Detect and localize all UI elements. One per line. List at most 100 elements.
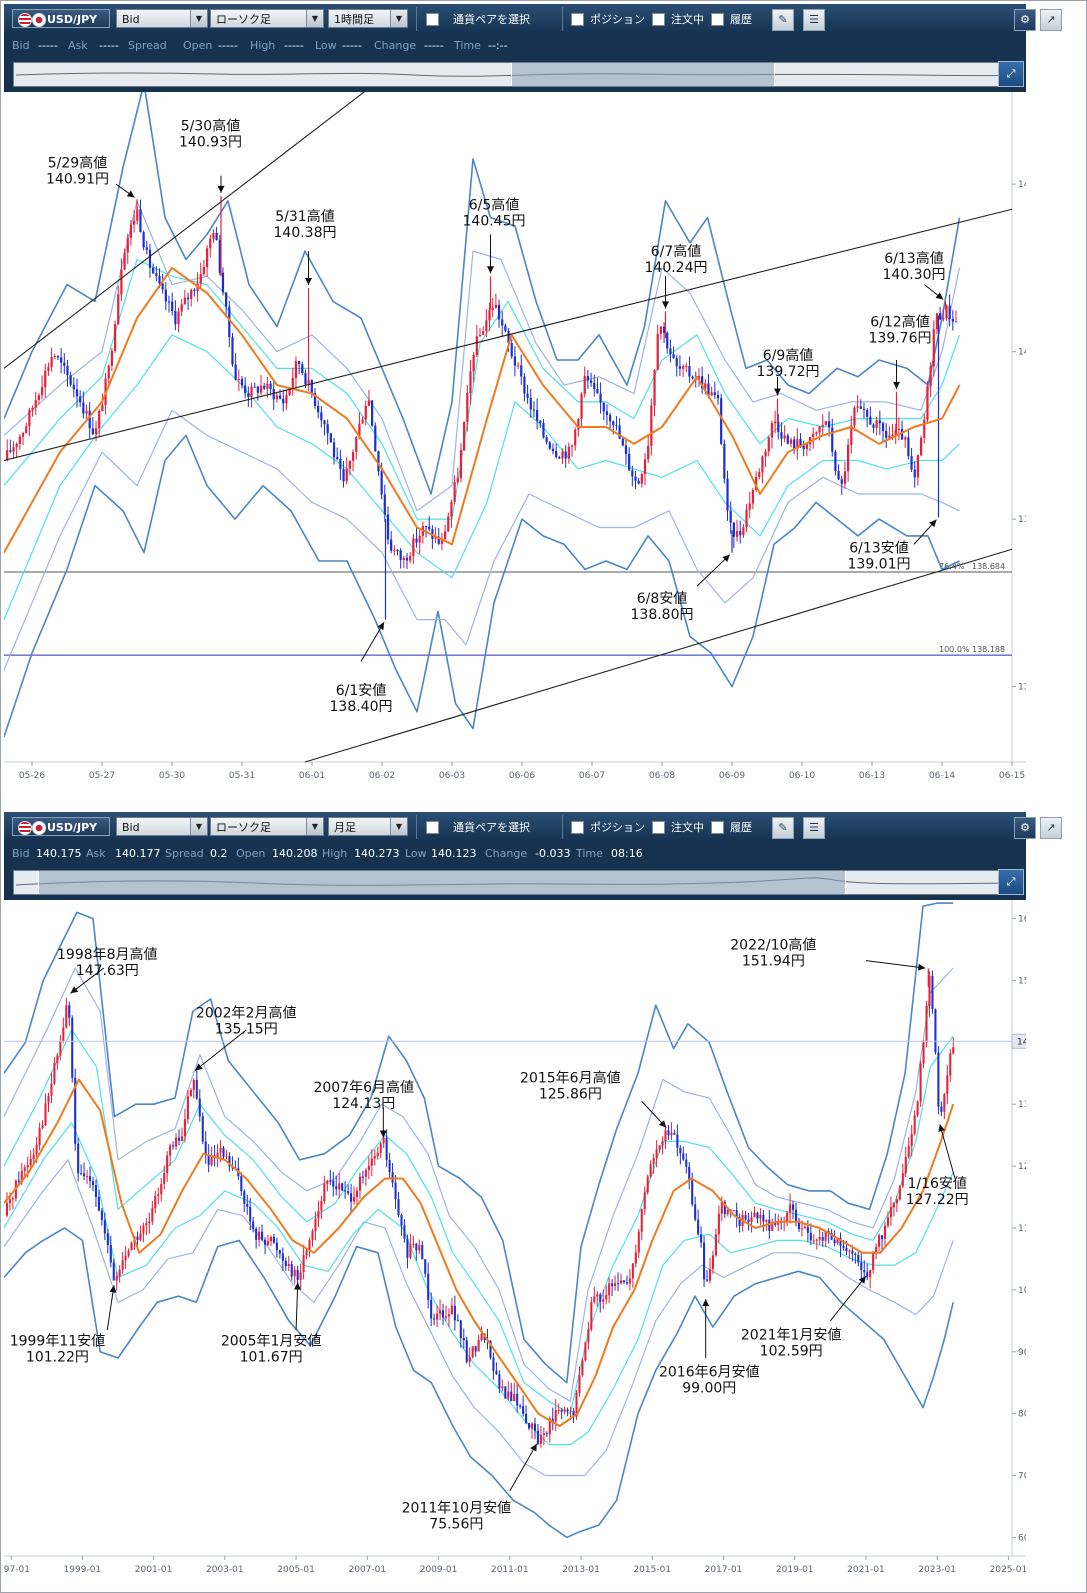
high-value: ----- (284, 39, 304, 52)
chart-type-select[interactable]: ローソク足 ▼ (210, 817, 324, 836)
candle-body (17, 1180, 20, 1183)
bollinger-inner-upper (4, 1029, 954, 1415)
position-checkbox[interactable] (571, 13, 584, 26)
candle-body (710, 392, 713, 396)
candle-body (650, 405, 653, 446)
candle-body (735, 1210, 738, 1218)
draw-tool-button[interactable]: ✎ (772, 9, 794, 31)
candle-body (536, 1430, 539, 1444)
candle-body (204, 1141, 207, 1155)
open-value: ----- (218, 39, 238, 52)
candle-body (542, 422, 545, 438)
candle-body (885, 430, 888, 438)
period-select[interactable]: 月足 ▼ (328, 817, 408, 836)
candle-body (900, 428, 904, 440)
hourly-candlestick-chart[interactable]: 138.000 139.000 140.000 141.000 05-26 05-27 05… (4, 92, 1026, 792)
candle-body (726, 478, 729, 511)
arrow-head-icon (109, 1285, 117, 1293)
toolbar-divider (562, 7, 563, 31)
orders-checkbox[interactable] (652, 13, 665, 26)
candle-body (88, 410, 91, 429)
candle-body (453, 1305, 456, 1321)
candle-body (326, 1180, 329, 1184)
range-navigator: ⤢ (4, 58, 1026, 92)
candle-body (20, 1171, 23, 1183)
candle-body (5, 1203, 9, 1216)
candle-body (637, 1231, 640, 1253)
orders-checkbox[interactable] (652, 821, 665, 834)
candle-body (118, 1269, 121, 1277)
expand-icon[interactable]: ⤢ (998, 869, 1024, 895)
arrow-head-icon (294, 1282, 301, 1290)
candle-body (198, 1098, 201, 1117)
candle-body (326, 424, 329, 434)
candle-body (904, 437, 907, 440)
history-checkbox[interactable] (711, 13, 724, 26)
select-pair-checkbox[interactable] (426, 13, 439, 26)
price-type-select[interactable]: Bid ▼ (116, 9, 208, 28)
candle-body (940, 1106, 943, 1112)
monthly-candlestick-chart[interactable]: 60.000 70.000 80.000 90.000 100.000 110.000 12… (4, 900, 1026, 1583)
candle-body (542, 1433, 545, 1435)
candle-body (219, 1148, 222, 1153)
range-navigator-window[interactable] (38, 871, 847, 894)
candle-body (558, 457, 561, 459)
candle-body (815, 1239, 818, 1241)
candle-body (12, 447, 15, 452)
range-navigator-window[interactable] (511, 63, 776, 86)
chart-type-select[interactable]: ローソク足 ▼ (210, 9, 324, 28)
candle-body (263, 385, 266, 389)
candle-body (23, 1167, 26, 1172)
history-checkbox[interactable] (711, 821, 724, 834)
position-checkbox[interactable] (571, 821, 584, 834)
candle-body (86, 1176, 89, 1178)
candle-body (628, 453, 631, 471)
candle-body (666, 332, 669, 349)
range-navigator-track[interactable] (13, 870, 1018, 895)
candle-body (551, 448, 555, 452)
candle-body (937, 1052, 940, 1107)
indicator-list-button[interactable]: ☰ (803, 9, 825, 31)
candle-body (308, 1240, 311, 1251)
range-navigator-track[interactable] (13, 62, 1018, 87)
candle-body (688, 1166, 691, 1181)
candle-body (129, 224, 133, 238)
toolbar-divider (416, 7, 417, 31)
candle-body (705, 1279, 709, 1281)
annotation-text: 1/16安値 (907, 1176, 966, 1192)
gear-icon[interactable]: ⚙ (1014, 817, 1036, 839)
candle-body (539, 420, 542, 423)
popout-icon[interactable]: ↗ (1040, 817, 1062, 839)
pair-selector[interactable]: USD/JPY (12, 817, 110, 836)
period-select[interactable]: 1時間足 ▼ (328, 9, 408, 28)
expand-icon[interactable]: ⤢ (998, 61, 1024, 87)
candle-body (952, 1047, 955, 1054)
candle-body (676, 1134, 679, 1148)
candle-body (913, 469, 916, 478)
candle-body (228, 306, 231, 338)
gear-icon[interactable]: ⚙ (1014, 9, 1036, 31)
candle-body (910, 456, 913, 470)
indicator-list-button[interactable]: ☰ (803, 817, 825, 839)
x-tick-label: 06-14 (929, 771, 955, 781)
candle-body (768, 1219, 771, 1231)
candle-body (8, 1199, 11, 1204)
select-pair-checkbox[interactable] (426, 821, 439, 834)
candle-body (44, 1103, 47, 1126)
popout-icon[interactable]: ↗ (1040, 9, 1062, 31)
price-type-select[interactable]: Bid ▼ (116, 817, 208, 836)
draw-tool-button[interactable]: ✎ (772, 817, 794, 839)
annotation-arrow-line (194, 1029, 247, 1071)
candle-body (195, 1079, 198, 1099)
candle-body (907, 437, 910, 457)
chart-toolbar: USD/JPY Bid ▼ ローソク足 ▼ 月足 ▼ 通貨ペアを選択 ポジション… (4, 812, 1062, 842)
candle-body (139, 209, 142, 233)
toolbar-divider (416, 815, 417, 839)
candle-body (439, 1310, 442, 1314)
position-label: ポジション (590, 821, 645, 834)
pair-selector[interactable]: USD/JPY (12, 9, 110, 28)
